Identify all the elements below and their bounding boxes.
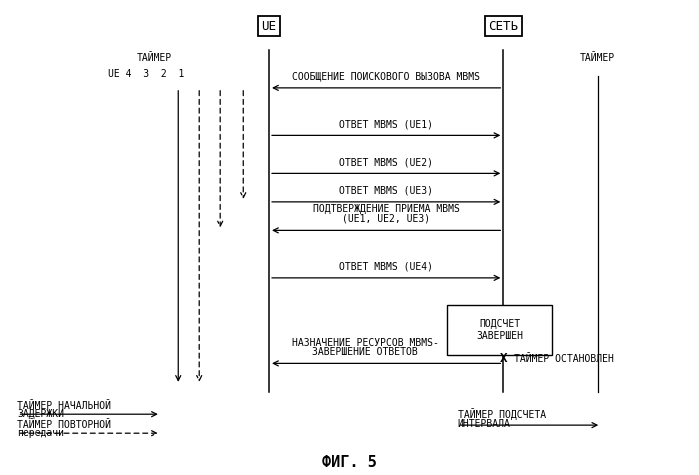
Text: ОТВЕТ MBMS (UE3): ОТВЕТ MBMS (UE3): [339, 186, 433, 196]
Text: ТАЙМЕР ПОДСЧЕТА: ТАЙМЕР ПОДСЧЕТА: [458, 408, 546, 420]
FancyBboxPatch shape: [447, 305, 552, 355]
Text: ОТВЕТ MBMS (UE1): ОТВЕТ MBMS (UE1): [339, 119, 433, 129]
Text: ПОДСЧЕТ
ЗАВЕРШЕН: ПОДСЧЕТ ЗАВЕРШЕН: [476, 319, 524, 341]
Text: ТАЙМЕР ОСТАНОВЛЕН: ТАЙМЕР ОСТАНОВЛЕН: [514, 353, 614, 364]
Text: СООБЩЕНИЕ ПОИСКОВОГО ВЫЗОВА MBMS: СООБЩЕНИЕ ПОИСКОВОГО ВЫЗОВА MBMS: [292, 72, 480, 82]
Text: ФИГ. 5: ФИГ. 5: [322, 455, 377, 470]
Text: ЗАВЕРШЕНИЕ ОТВЕТОВ: ЗАВЕРШЕНИЕ ОТВЕТОВ: [312, 347, 418, 357]
Text: ОТВЕТ MBMS (UE4): ОТВЕТ MBMS (UE4): [339, 262, 433, 272]
Text: (UE1, UE2, UE3): (UE1, UE2, UE3): [342, 213, 431, 223]
Text: ТАЙМЕР: ТАЙМЕР: [136, 53, 171, 63]
Text: X: X: [500, 352, 507, 365]
Text: ТАЙМЕР НАЧАЛЬНОЙ: ТАЙМЕР НАЧАЛЬНОЙ: [17, 401, 111, 411]
Text: ИНТЕРВАЛА: ИНТЕРВАЛА: [458, 419, 511, 429]
Text: ЗАДЕРЖКИ: ЗАДЕРЖКИ: [17, 409, 64, 419]
Text: UE 4  3  2  1: UE 4 3 2 1: [108, 68, 185, 79]
Text: ОТВЕТ MBMS (UE2): ОТВЕТ MBMS (UE2): [339, 157, 433, 167]
Text: передачи: передачи: [17, 428, 64, 438]
Text: ТАЙМЕР ПОВТОРНОЙ: ТАЙМЕР ПОВТОРНОЙ: [17, 420, 111, 430]
Text: UE: UE: [261, 19, 277, 33]
Text: СЕТЬ: СЕТЬ: [489, 19, 518, 33]
Text: НАЗНАЧЕНИЕ РЕСУРСОВ MBMS-: НАЗНАЧЕНИЕ РЕСУРСОВ MBMS-: [291, 338, 439, 348]
Text: ТАЙМЕР: ТАЙМЕР: [580, 53, 615, 63]
Text: ПОДТВЕРЖДЕНИЕ ПРИЕМА MBMS: ПОДТВЕРЖДЕНИЕ ПРИЕМА MBMS: [312, 204, 460, 214]
